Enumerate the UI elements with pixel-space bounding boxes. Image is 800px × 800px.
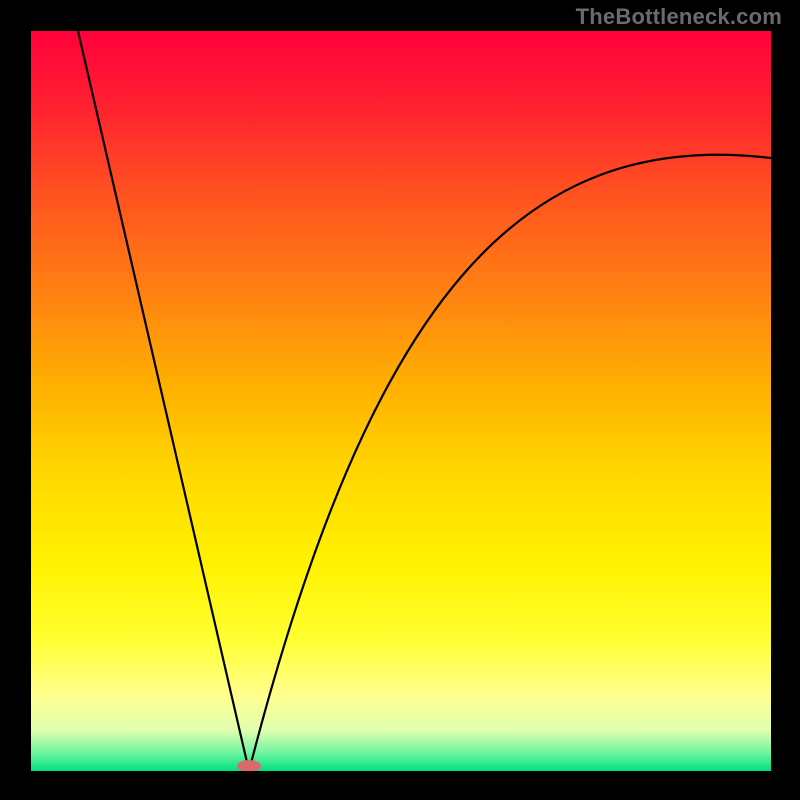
chart-container: TheBottleneck.com [0,0,800,800]
plot-svg [31,31,771,771]
plot-area [31,31,771,771]
plot-background [31,31,771,771]
watermark-text: TheBottleneck.com [576,4,782,30]
